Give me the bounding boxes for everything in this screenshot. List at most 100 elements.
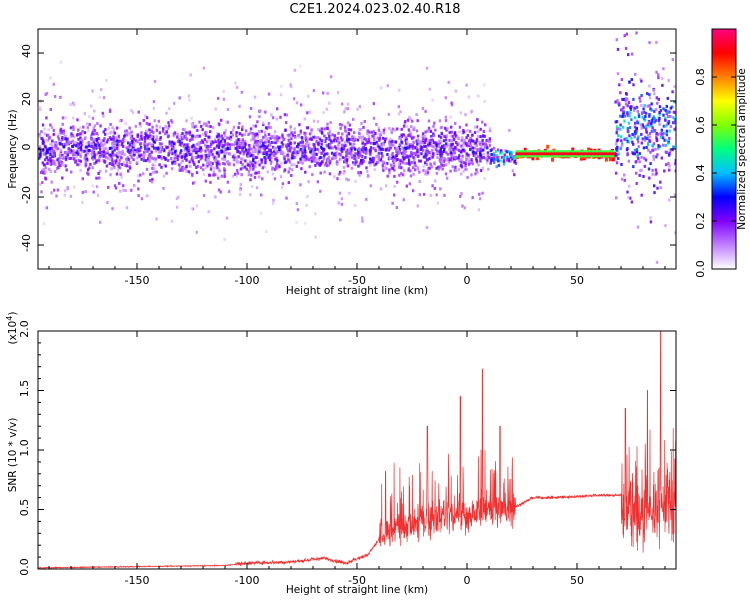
spectrogram-cell bbox=[293, 148, 296, 152]
spectrogram-cell bbox=[99, 143, 103, 147]
spectrogram-cell bbox=[227, 190, 231, 194]
spectrogram-cell bbox=[225, 216, 229, 220]
spectrogram-cell bbox=[209, 145, 212, 149]
spectrogram-cell bbox=[322, 111, 325, 115]
spectrogram-cell bbox=[209, 125, 212, 129]
spectrogram-cell bbox=[305, 143, 308, 147]
spectrogram-cell bbox=[316, 161, 319, 165]
spectrogram-cell bbox=[326, 122, 329, 126]
spectrogram-cell bbox=[116, 168, 120, 172]
spectrogram-cell bbox=[237, 126, 240, 130]
spectrogram-cell bbox=[164, 164, 167, 168]
spectrogram-cell bbox=[72, 125, 75, 129]
spectrogram-cell bbox=[430, 140, 434, 144]
spectrogram-cell bbox=[636, 109, 639, 113]
spectrogram-cell bbox=[174, 149, 177, 153]
spectrogram-cell bbox=[223, 140, 226, 144]
spectrogram-cell bbox=[217, 143, 221, 146]
spectrogram-cell bbox=[443, 144, 446, 147]
spectrogram-cell bbox=[170, 167, 174, 171]
spectrogram-cell bbox=[84, 160, 87, 164]
spectrogram-cell bbox=[386, 153, 389, 156]
spectrogram-cell bbox=[659, 109, 662, 113]
spectrogram-cell bbox=[374, 149, 377, 153]
spectrogram-cell bbox=[269, 136, 272, 140]
spectrogram-cell bbox=[400, 133, 403, 137]
spectrogram-cell bbox=[444, 96, 447, 100]
spectrogram-cell bbox=[465, 142, 468, 146]
spectrogram-cell bbox=[402, 148, 406, 152]
spectrogram-cell bbox=[400, 172, 403, 175]
spectrogram-cell bbox=[444, 138, 448, 142]
spectrogram-cell bbox=[290, 156, 293, 160]
spectrogram-cell bbox=[627, 121, 631, 125]
spectrogram-cell bbox=[71, 152, 74, 155]
spectrogram-cell bbox=[340, 147, 343, 151]
spectrogram-cell bbox=[249, 166, 252, 170]
spectrogram-cell bbox=[640, 193, 643, 197]
spectrogram-cell bbox=[268, 153, 271, 157]
spectrogram-cell bbox=[148, 122, 151, 126]
spectrogram-cell bbox=[178, 163, 181, 167]
spectrogram-cell bbox=[613, 152, 617, 157]
spectrogram-cell bbox=[293, 141, 296, 145]
spectrogram-cell bbox=[52, 128, 55, 132]
spectrogram-cell bbox=[302, 155, 305, 159]
spectrogram-cell bbox=[358, 153, 361, 157]
spectrogram-cell bbox=[628, 114, 631, 118]
spectrogram-cell bbox=[213, 138, 217, 142]
spectrogram-cell bbox=[108, 110, 112, 113]
spectrogram-cell bbox=[193, 180, 196, 184]
spectrogram-cell bbox=[310, 152, 314, 156]
spectrogram-cell bbox=[132, 141, 136, 145]
spectrogram-cell bbox=[643, 110, 646, 114]
spectrogram-cell bbox=[255, 171, 258, 175]
spectrogram-cell bbox=[116, 151, 119, 155]
spectrogram-cell bbox=[66, 186, 69, 190]
spectrogram-cell bbox=[444, 172, 448, 176]
spectrogram-cell bbox=[126, 149, 130, 153]
spectrogram-cell bbox=[338, 157, 342, 161]
spectrogram-cell bbox=[381, 142, 384, 146]
spectrogram-cell bbox=[204, 166, 208, 170]
spectrogram-cell bbox=[64, 137, 67, 141]
spectrogram-cell bbox=[437, 165, 440, 169]
spectrogram-cell bbox=[221, 157, 224, 161]
spectrogram-cell bbox=[408, 144, 412, 148]
spectrogram-cell bbox=[413, 161, 416, 165]
spectrogram-cell bbox=[466, 175, 469, 179]
spectrogram-cell bbox=[642, 107, 645, 111]
spectrogram-cell bbox=[195, 166, 198, 169]
spectrogram-cell bbox=[382, 131, 386, 135]
spectrogram-cell bbox=[348, 151, 351, 155]
spectrogram-cell bbox=[486, 158, 489, 162]
spectrogram-cell bbox=[187, 94, 190, 98]
spectrogram-cell bbox=[402, 124, 406, 128]
spectrogram-cell bbox=[234, 146, 237, 150]
spectrogram-cell bbox=[185, 165, 188, 169]
spectrogram-cell bbox=[653, 191, 656, 195]
spectrogram-cell bbox=[389, 128, 393, 132]
spectrogram-cell bbox=[145, 167, 149, 171]
spectrogram-cell bbox=[278, 148, 281, 151]
spectrogram-cell bbox=[616, 47, 620, 51]
spectrogram-cell bbox=[659, 180, 662, 184]
spectrogram-cell bbox=[409, 135, 413, 139]
spectrogram-cell bbox=[305, 203, 308, 207]
spectrogram-cell bbox=[625, 92, 628, 95]
spectrogram-cell bbox=[59, 127, 63, 131]
spectrogram-cell bbox=[667, 162, 670, 166]
spectrogram-cell bbox=[651, 172, 654, 176]
spectrogram-cell bbox=[46, 162, 49, 165]
spectrogram-cell bbox=[248, 152, 251, 155]
spectrogram-cell bbox=[364, 142, 367, 146]
spectrogram-cell bbox=[279, 93, 283, 97]
spectrogram-cell bbox=[615, 120, 619, 124]
spectrogram-cell bbox=[439, 146, 443, 150]
spectrogram-cell bbox=[304, 155, 308, 159]
spectrogram-cell bbox=[188, 98, 191, 102]
spectrogram-cell bbox=[405, 162, 409, 165]
spectrogram-cell bbox=[443, 193, 446, 197]
spectrogram-cell bbox=[318, 129, 322, 133]
spectrogram-cell bbox=[181, 159, 184, 163]
